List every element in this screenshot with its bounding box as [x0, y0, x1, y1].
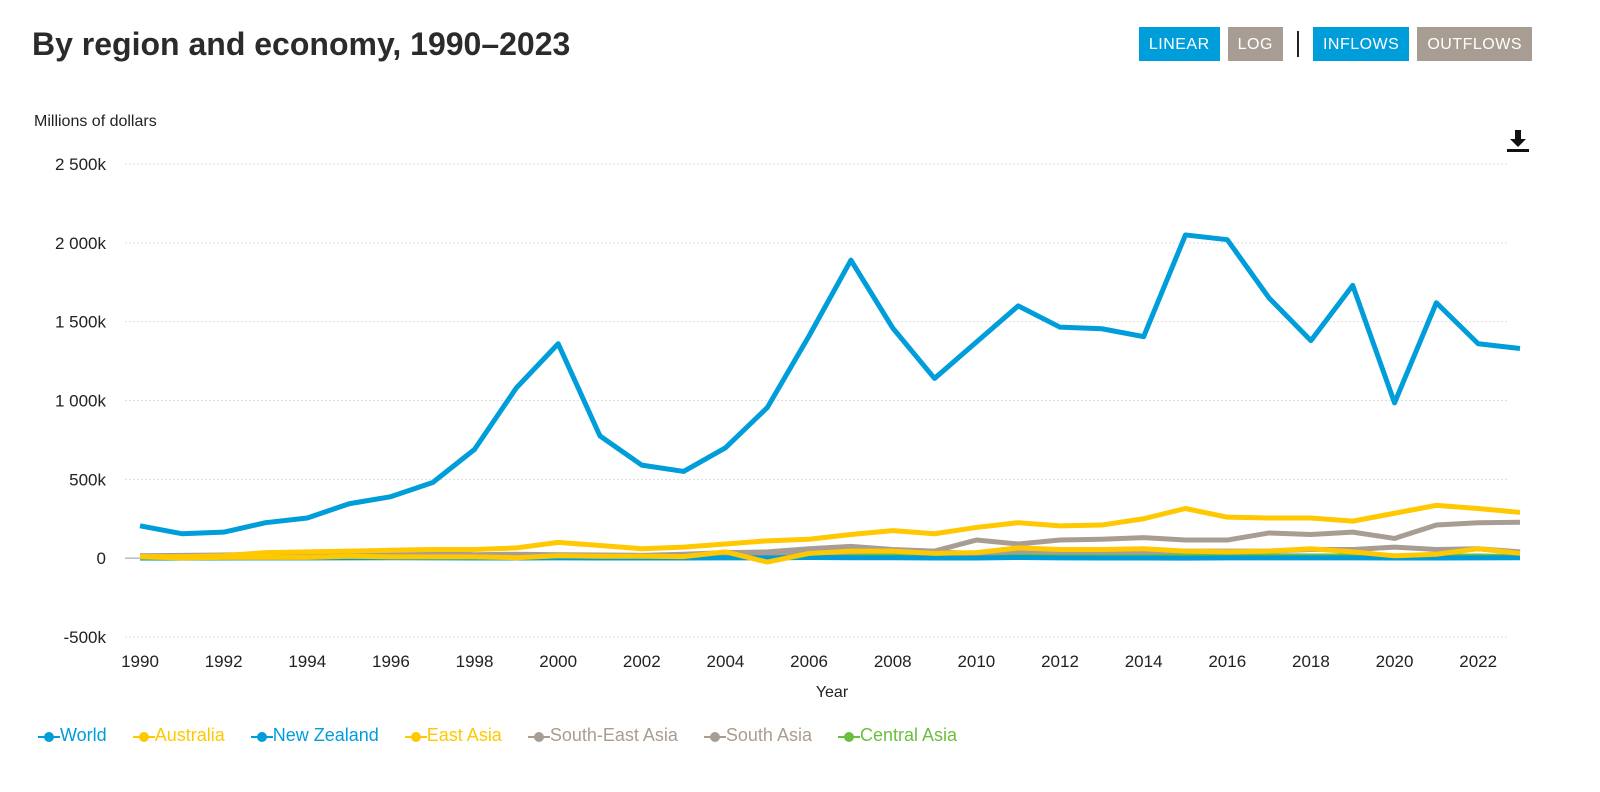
- legend-marker-icon: [837, 731, 860, 742]
- x-tick-label: 1994: [288, 652, 326, 671]
- x-tick-label: 2000: [539, 652, 577, 671]
- x-tick-label: 2014: [1125, 652, 1163, 671]
- x-tick-label: 1996: [372, 652, 410, 671]
- series-line-world: [139, 232, 1521, 537]
- legend-label: East Asia: [426, 725, 502, 745]
- x-tick-label: 2016: [1208, 652, 1246, 671]
- legend-label: World: [60, 725, 107, 745]
- chart-controls: LINEAR LOG INFLOWS OUTFLOWS: [1138, 27, 1532, 61]
- legend-label: Australia: [154, 725, 225, 745]
- x-tick-label: 2018: [1292, 652, 1330, 671]
- legend-marker-icon: [38, 731, 60, 742]
- legend-label: New Zealand: [272, 725, 379, 745]
- x-tick-label: 2004: [707, 652, 745, 671]
- series-line-east-asia: [140, 502, 1521, 560]
- legend-item[interactable]: South-East Asia: [527, 725, 678, 746]
- y-tick-label: 2 500k: [55, 155, 107, 174]
- legend-item[interactable]: Australia: [132, 725, 225, 746]
- x-tick-label: 1998: [456, 652, 494, 671]
- y-tick-label: 2 000k: [55, 234, 107, 253]
- y-tick-label: 0: [97, 549, 106, 568]
- y-tick-label: 1 500k: [55, 313, 107, 332]
- legend-marker-icon: [250, 731, 273, 742]
- legend-item[interactable]: Central Asia: [837, 725, 958, 746]
- legend-item[interactable]: South Asia: [703, 725, 812, 746]
- page-title: By region and economy, 1990–2023: [32, 26, 571, 62]
- legend-label: Central Asia: [859, 725, 958, 745]
- legend-item[interactable]: East Asia: [404, 725, 502, 746]
- legend-marker-icon: [404, 731, 427, 742]
- x-tick-label: 2020: [1376, 652, 1414, 671]
- legend-item[interactable]: World: [38, 725, 107, 746]
- x-tick-label: 2012: [1041, 652, 1079, 671]
- divider: [1296, 31, 1299, 57]
- y-tick-label: 500k: [69, 470, 106, 489]
- log-scale-button[interactable]: LOG: [1227, 27, 1283, 61]
- x-tick-label: 1992: [205, 652, 243, 671]
- x-tick-label: 2008: [874, 652, 912, 671]
- x-tick-label: 2006: [790, 652, 828, 671]
- legend-item[interactable]: New Zealand: [250, 725, 379, 746]
- y-tick-label: 1 000k: [55, 392, 107, 411]
- legend-label: South Asia: [725, 725, 812, 745]
- legend-marker-icon: [132, 731, 155, 742]
- outflows-button[interactable]: OUTFLOWS: [1417, 27, 1532, 61]
- download-icon[interactable]: [1505, 128, 1531, 154]
- y-axis-label: Millions of dollars: [34, 113, 157, 130]
- x-tick-label: 2022: [1459, 652, 1497, 671]
- legend-marker-icon: [703, 731, 726, 742]
- legend-label: South-East Asia: [549, 725, 678, 745]
- legend: World Australia New Zealand East Asia South-…: [38, 725, 957, 746]
- x-tick-label: 2002: [623, 652, 661, 671]
- linear-scale-button[interactable]: LINEAR: [1138, 27, 1220, 61]
- legend-marker-icon: [527, 731, 550, 742]
- series-line-australia: [139, 545, 1521, 565]
- y-tick-label: -500k: [63, 628, 106, 647]
- series-line-south-east-asia: [139, 519, 1521, 559]
- inflows-button[interactable]: INFLOWS: [1312, 27, 1410, 61]
- x-tick-label: 2010: [957, 652, 995, 671]
- x-axis-label: Year: [816, 684, 849, 701]
- x-tick-label: 1990: [121, 652, 159, 671]
